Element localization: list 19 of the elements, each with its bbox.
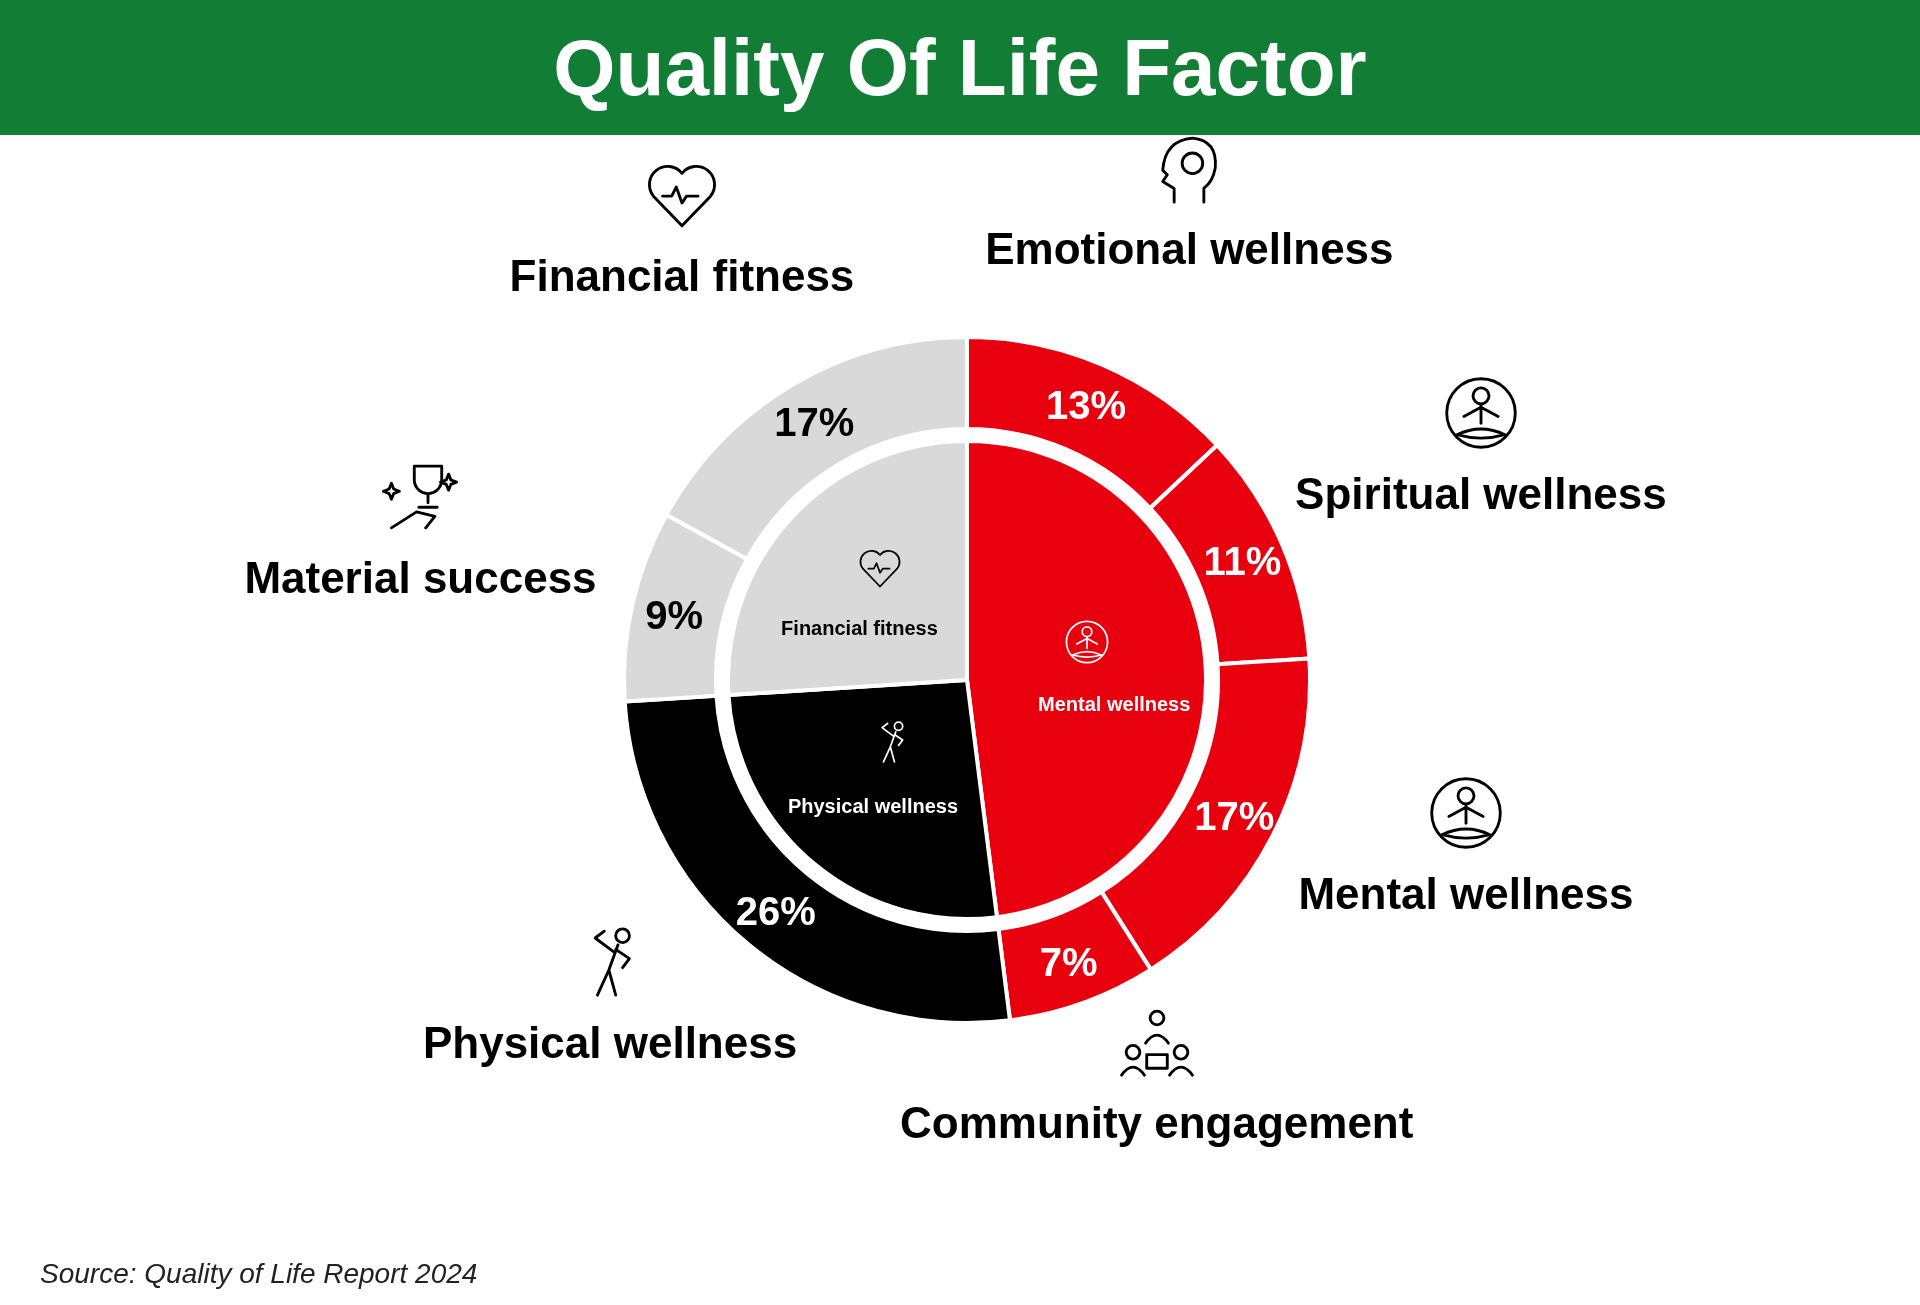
slice-label: Emotional wellness <box>985 224 1394 274</box>
slice-label: Mental wellness <box>1038 693 1191 716</box>
data-label: 26% <box>735 889 816 934</box>
source-note: Source: Quality of Life Report 2024 <box>40 1258 478 1290</box>
data-label: 17% <box>1194 794 1275 839</box>
data-label: 7% <box>1039 940 1098 985</box>
slice-label: Financial fitness <box>509 250 855 300</box>
slice-label: Physical wellness <box>787 795 959 818</box>
slice-label: Financial fitness <box>781 617 938 640</box>
legend-label: Physical wellness <box>422 1017 798 1067</box>
slice-label: Community engagement <box>900 1097 1414 1147</box>
data-label: 9% <box>645 592 704 637</box>
slice-label: Mental wellness <box>1298 868 1634 918</box>
data-label: 13% <box>1046 382 1127 427</box>
slice-label: Spiritual wellness <box>1295 468 1667 518</box>
data-label: 11% <box>1203 538 1282 583</box>
data-label: 17% <box>774 399 855 444</box>
chart-title: Quality Of Life Factor <box>0 0 1920 135</box>
slice-label: Material success <box>244 552 597 602</box>
